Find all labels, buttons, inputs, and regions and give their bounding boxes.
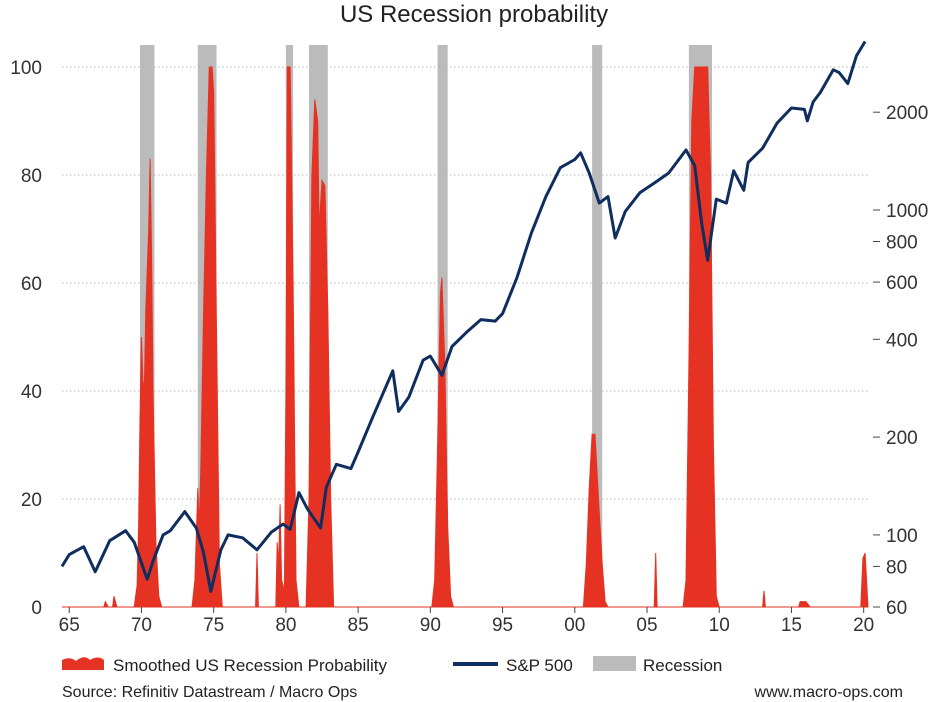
x-tick-label: 10 [709,615,730,636]
grid [62,66,868,500]
y-left-tick-label: 40 [21,382,42,403]
y-left-tick-label: 80 [21,166,42,187]
x-tick-label: 15 [781,615,802,636]
legend-probability-swatch [62,657,104,670]
y-right-tick-label: 60 [886,598,907,619]
x-tick-label: 00 [564,615,585,636]
legend-recession-swatch [593,656,636,671]
x-axis: 65 70 75 80 85 90 95 00 05 10 15 20 [59,607,874,636]
sp500-series [60,40,867,593]
y-left-tick-label: 0 [31,598,42,619]
y-axis-left: 0 20 40 60 80 100 [10,58,42,619]
x-tick-label: 20 [853,615,874,636]
y-right-tick-label: 100 [886,526,918,547]
probability-series [62,66,869,608]
y-axis-right: 60 80 100 200 400 600 800 1000 2000 [873,103,928,619]
y-right-tick-label: 80 [886,557,907,578]
y-right-tick-label: 800 [886,232,918,253]
recession-bands [140,45,712,607]
chart-title: US Recession probability [340,1,608,28]
x-tick-label: 95 [492,615,513,636]
legend-recession-label: Recession [643,656,722,675]
y-right-tick-label: 600 [886,273,918,294]
x-tick-label: 05 [636,615,657,636]
probability-area [62,66,869,608]
recession-band [592,45,603,607]
y-right-tick-label: 2000 [886,103,928,124]
legend-sp500-label: S&P 500 [506,656,573,675]
x-tick-label: 85 [348,615,369,636]
y-left-tick-label: 60 [21,274,42,295]
x-tick-label: 65 [59,615,80,636]
source-note: Source: Refinitiv Datastream / Macro Ops [62,684,357,701]
y-right-tick-label: 400 [886,330,918,351]
y-right-tick-label: 200 [886,428,918,449]
legend: Smoothed US Recession Probability S&P 50… [62,656,722,675]
x-tick-label: 80 [275,615,296,636]
y-right-tick-label: 1000 [886,201,928,222]
x-tick-label: 75 [203,615,224,636]
legend-probability-label: Smoothed US Recession Probability [113,656,388,675]
y-left-tick-label: 20 [21,490,42,511]
y-left-tick-label: 100 [10,58,42,79]
sp500-line [60,40,867,593]
x-tick-label: 90 [420,615,441,636]
credit-note: www.macro-ops.com [754,684,903,701]
x-tick-label: 70 [131,615,152,636]
